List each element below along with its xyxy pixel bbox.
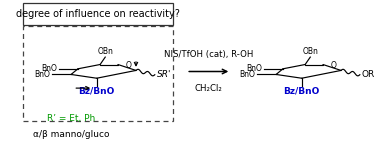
Text: O: O bbox=[331, 61, 337, 70]
Text: BnO: BnO bbox=[246, 64, 262, 73]
Text: NIS/TfOH (cat), R-OH: NIS/TfOH (cat), R-OH bbox=[164, 50, 253, 59]
Text: α/β manno/gluco: α/β manno/gluco bbox=[33, 130, 109, 139]
Text: OBn: OBn bbox=[302, 47, 318, 56]
Text: BnO: BnO bbox=[42, 64, 57, 73]
Text: BnO: BnO bbox=[35, 70, 51, 79]
Bar bbox=[23, 3, 173, 25]
Text: OBn: OBn bbox=[97, 47, 113, 56]
Text: Bz/BnO: Bz/BnO bbox=[79, 87, 115, 96]
Text: BnO: BnO bbox=[240, 70, 256, 79]
Text: SR': SR' bbox=[156, 70, 171, 79]
Bar bbox=[23, 26, 173, 121]
Text: O: O bbox=[126, 61, 132, 70]
Text: OR: OR bbox=[361, 70, 375, 79]
Text: CH₂Cl₂: CH₂Cl₂ bbox=[195, 84, 223, 93]
Text: Bz/BnO: Bz/BnO bbox=[284, 87, 320, 96]
Text: degree of influence on reactivity?: degree of influence on reactivity? bbox=[16, 9, 180, 19]
Text: R’ = Et, Ph: R’ = Et, Ph bbox=[47, 114, 95, 123]
